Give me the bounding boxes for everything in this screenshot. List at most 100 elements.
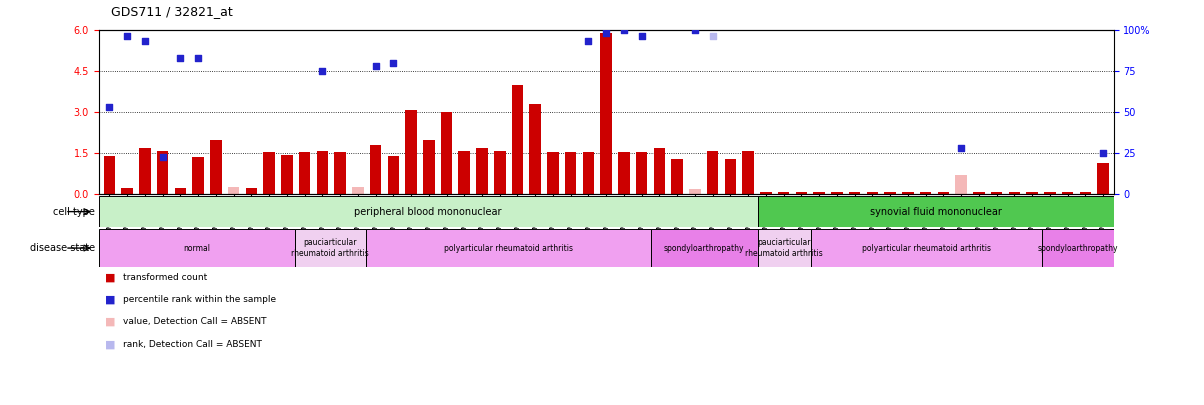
- Bar: [920, 192, 932, 194]
- Bar: [689, 189, 701, 194]
- Bar: [849, 192, 861, 194]
- Text: synovial fluid mononuclear: synovial fluid mononuclear: [869, 207, 1002, 217]
- Bar: [477, 148, 488, 194]
- Bar: [618, 152, 630, 194]
- Bar: [193, 158, 203, 194]
- Text: ■: ■: [105, 339, 116, 349]
- Bar: [530, 104, 541, 194]
- Bar: [814, 192, 825, 194]
- Bar: [299, 152, 311, 194]
- Point: [366, 63, 385, 69]
- Bar: [583, 152, 595, 194]
- Bar: [370, 145, 382, 194]
- Text: rank, Detection Call = ABSENT: rank, Detection Call = ABSENT: [123, 340, 261, 349]
- Bar: [991, 192, 1003, 194]
- Text: pauciarticular
rheumatoid arthritis: pauciarticular rheumatoid arthritis: [745, 239, 824, 258]
- Text: disease state: disease state: [30, 243, 95, 253]
- Bar: [955, 175, 967, 194]
- Point: [189, 54, 208, 61]
- Bar: [650, 229, 757, 267]
- Bar: [335, 152, 346, 194]
- Bar: [441, 113, 453, 194]
- Bar: [1097, 163, 1109, 194]
- Bar: [672, 159, 683, 194]
- Bar: [885, 192, 896, 194]
- Bar: [99, 196, 757, 227]
- Text: peripheral blood mononuclear: peripheral blood mononuclear: [354, 207, 502, 217]
- Bar: [654, 148, 666, 194]
- Text: GDS711 / 32821_at: GDS711 / 32821_at: [111, 5, 232, 18]
- Text: percentile rank within the sample: percentile rank within the sample: [123, 295, 276, 304]
- Bar: [757, 229, 811, 267]
- Bar: [547, 152, 559, 194]
- Point: [579, 38, 598, 45]
- Bar: [636, 152, 648, 194]
- Bar: [104, 156, 116, 194]
- Bar: [99, 229, 295, 267]
- Point: [153, 154, 172, 161]
- Bar: [1026, 192, 1038, 194]
- Bar: [1062, 192, 1073, 194]
- Bar: [406, 110, 417, 194]
- Bar: [778, 192, 790, 194]
- Bar: [757, 196, 1114, 227]
- Bar: [281, 155, 293, 194]
- Bar: [973, 192, 985, 194]
- Point: [313, 68, 332, 75]
- Bar: [157, 151, 169, 194]
- Text: cell type: cell type: [53, 207, 95, 217]
- Text: spondyloarthropathy: spondyloarthropathy: [663, 243, 744, 253]
- Bar: [140, 148, 150, 194]
- Bar: [175, 188, 187, 194]
- Bar: [1080, 192, 1091, 194]
- Text: ■: ■: [105, 273, 116, 282]
- Bar: [796, 192, 807, 194]
- Point: [171, 54, 190, 61]
- Bar: [1043, 229, 1114, 267]
- Text: pauciarticular
rheumatoid arthritis: pauciarticular rheumatoid arthritis: [291, 239, 370, 258]
- Point: [596, 30, 615, 36]
- Point: [951, 145, 970, 151]
- Bar: [295, 229, 366, 267]
- Point: [135, 38, 154, 45]
- Text: spondyloarthropathy: spondyloarthropathy: [1038, 243, 1119, 253]
- Bar: [388, 156, 399, 194]
- Bar: [1009, 192, 1020, 194]
- Text: polyarticular rheumatoid arthritis: polyarticular rheumatoid arthritis: [862, 243, 991, 253]
- Bar: [246, 188, 258, 194]
- Bar: [228, 187, 240, 194]
- Text: transformed count: transformed count: [123, 273, 207, 282]
- Bar: [867, 192, 878, 194]
- Point: [703, 32, 722, 39]
- Point: [614, 27, 633, 34]
- Bar: [209, 140, 222, 194]
- Bar: [1044, 192, 1056, 194]
- Bar: [565, 152, 577, 194]
- Bar: [725, 159, 736, 194]
- Text: ■: ■: [105, 295, 116, 305]
- Bar: [459, 151, 470, 194]
- Bar: [707, 151, 719, 194]
- Bar: [938, 192, 949, 194]
- Bar: [494, 151, 506, 194]
- Point: [632, 32, 651, 39]
- Bar: [902, 192, 914, 194]
- Bar: [122, 188, 132, 194]
- Bar: [423, 140, 435, 194]
- Bar: [601, 33, 612, 194]
- Bar: [352, 187, 364, 194]
- Point: [100, 104, 119, 110]
- Bar: [512, 85, 524, 194]
- Bar: [743, 151, 754, 194]
- Text: polyarticular rheumatoid arthritis: polyarticular rheumatoid arthritis: [444, 243, 573, 253]
- Point: [685, 27, 704, 34]
- Text: ■: ■: [105, 317, 116, 327]
- Bar: [264, 152, 275, 194]
- Bar: [366, 229, 650, 267]
- Bar: [760, 192, 772, 194]
- Point: [1093, 150, 1112, 157]
- Bar: [831, 192, 843, 194]
- Text: value, Detection Call = ABSENT: value, Detection Call = ABSENT: [123, 318, 266, 326]
- Bar: [811, 229, 1043, 267]
- Point: [384, 60, 403, 66]
